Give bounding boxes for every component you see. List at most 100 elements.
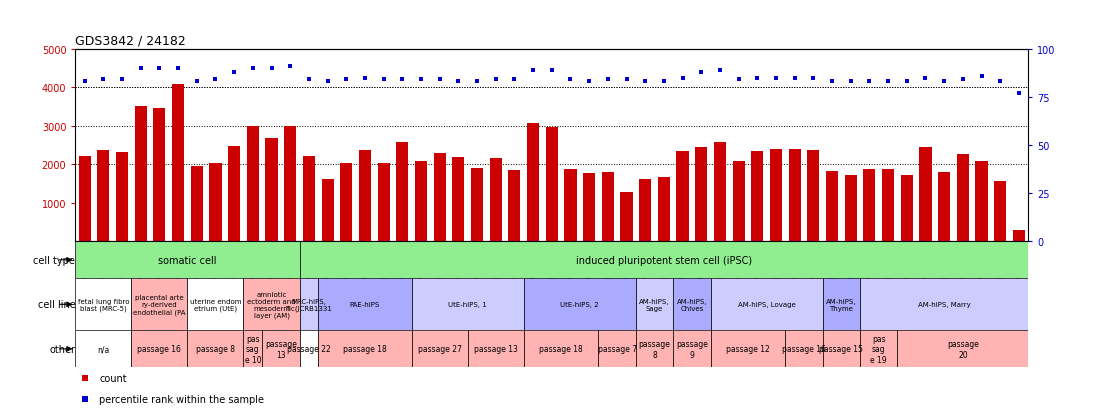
Bar xyxy=(412,330,468,368)
Bar xyxy=(228,146,240,242)
Text: UtE-hiPS, 2: UtE-hiPS, 2 xyxy=(561,301,599,308)
Bar xyxy=(636,330,674,368)
Bar xyxy=(266,139,278,242)
Text: UtE-hiPS, 1: UtE-hiPS, 1 xyxy=(449,301,488,308)
Text: passage
20: passage 20 xyxy=(947,339,978,358)
Bar xyxy=(509,170,521,242)
Text: pas
sag
e 10: pas sag e 10 xyxy=(245,334,261,364)
Bar xyxy=(710,279,823,330)
Text: MRC-hiPS,
Tic(JCRB1331: MRC-hiPS, Tic(JCRB1331 xyxy=(286,298,332,311)
Bar xyxy=(863,169,875,242)
Point xyxy=(543,67,561,74)
Text: passage 15: passage 15 xyxy=(820,344,863,354)
Bar xyxy=(975,162,987,242)
Bar xyxy=(808,150,820,242)
Bar xyxy=(751,152,763,242)
Text: AM-hiPS, Marry: AM-hiPS, Marry xyxy=(917,301,971,308)
Point xyxy=(338,77,356,83)
Bar xyxy=(321,179,334,242)
Text: induced pluripotent stem cell (iPSC): induced pluripotent stem cell (iPSC) xyxy=(576,255,752,265)
Point xyxy=(356,75,373,82)
Bar xyxy=(172,85,184,242)
Bar xyxy=(674,330,710,368)
Bar xyxy=(75,242,299,279)
Point xyxy=(300,77,318,83)
Bar xyxy=(583,173,595,242)
Bar xyxy=(639,179,652,242)
Text: count: count xyxy=(100,373,126,383)
Text: AM-hiPS,
Chives: AM-hiPS, Chives xyxy=(677,298,707,311)
Point xyxy=(692,69,710,76)
Point xyxy=(319,79,337,85)
Text: passage 8: passage 8 xyxy=(196,344,235,354)
Point xyxy=(170,66,187,72)
Text: passage 13: passage 13 xyxy=(474,344,517,354)
Bar xyxy=(710,330,786,368)
Text: passage 27: passage 27 xyxy=(418,344,462,354)
Point xyxy=(916,75,934,82)
Bar xyxy=(318,279,412,330)
Bar xyxy=(98,150,110,242)
Bar xyxy=(524,330,598,368)
Bar xyxy=(490,159,502,242)
Bar xyxy=(191,167,203,242)
Point xyxy=(132,66,150,72)
Point xyxy=(206,77,224,83)
Point xyxy=(75,79,93,85)
Point xyxy=(711,67,729,74)
Point xyxy=(524,67,542,74)
Point xyxy=(188,79,206,85)
Point xyxy=(804,75,822,82)
Bar xyxy=(1013,231,1025,242)
Text: passage 16: passage 16 xyxy=(782,344,825,354)
Bar xyxy=(397,142,409,242)
Point xyxy=(562,77,579,83)
Bar xyxy=(564,170,576,242)
Bar xyxy=(938,173,951,242)
Text: GDS3842 / 24182: GDS3842 / 24182 xyxy=(75,34,186,47)
Point xyxy=(375,77,392,83)
Point xyxy=(897,79,915,85)
Bar xyxy=(299,330,318,368)
Point xyxy=(861,79,879,85)
Bar xyxy=(414,162,427,242)
Text: placental arte
ry-derived
endothelial (PA: placental arte ry-derived endothelial (P… xyxy=(133,294,186,315)
Bar xyxy=(75,279,132,330)
Bar xyxy=(677,151,689,242)
Point xyxy=(767,75,784,82)
Point xyxy=(412,77,430,83)
Point xyxy=(655,79,673,85)
Point xyxy=(94,77,112,83)
Bar xyxy=(153,109,165,242)
Point xyxy=(1010,90,1028,97)
Bar xyxy=(527,123,540,242)
Bar xyxy=(187,279,244,330)
Text: passage
9: passage 9 xyxy=(676,339,708,358)
Bar xyxy=(340,163,352,242)
Text: PAE-hiPS: PAE-hiPS xyxy=(350,301,380,308)
Point xyxy=(450,79,468,85)
Bar xyxy=(299,279,318,330)
Text: passage 18: passage 18 xyxy=(540,344,583,354)
Bar xyxy=(412,279,524,330)
Bar xyxy=(636,279,674,330)
Text: passage 12: passage 12 xyxy=(726,344,770,354)
Bar xyxy=(860,330,897,368)
Text: passage 7: passage 7 xyxy=(597,344,637,354)
Bar xyxy=(468,330,524,368)
Point xyxy=(880,79,897,85)
Bar xyxy=(844,175,856,242)
Bar xyxy=(602,172,614,242)
Point xyxy=(842,79,860,85)
Bar xyxy=(209,163,222,242)
Point xyxy=(151,66,168,72)
Bar xyxy=(956,154,968,242)
Bar xyxy=(658,178,670,242)
Point xyxy=(225,69,243,76)
Text: pas
sag
e 19: pas sag e 19 xyxy=(871,334,888,364)
Point xyxy=(505,77,523,83)
Point xyxy=(935,79,953,85)
Bar xyxy=(524,279,636,330)
Text: cell line: cell line xyxy=(38,299,75,310)
Bar xyxy=(674,279,710,330)
